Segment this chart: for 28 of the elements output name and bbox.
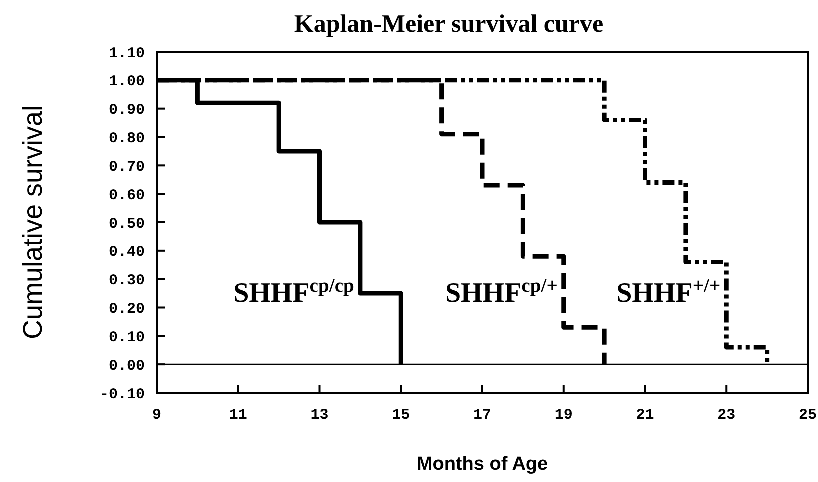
x-tick-label: 15 (392, 407, 410, 424)
y-tick-label: 0.10 (108, 329, 145, 346)
x-tick-label: 25 (798, 407, 818, 424)
x-tick-label: 21 (636, 407, 654, 424)
x-axis-title: Months of Age (416, 454, 548, 475)
y-tick-label: -0.10 (100, 386, 145, 404)
y-tick-label: 1.00 (108, 74, 145, 91)
x-tick-label: 17 (473, 407, 492, 424)
series-label: SHHF$^{cp/+}$ (445, 276, 558, 310)
y-tick-label: 0.40 (108, 244, 145, 262)
x-tick-label: 13 (310, 407, 329, 424)
chart-title: Kaplan-Meier survival curve (294, 11, 604, 38)
y-tick-label: 0.20 (108, 301, 145, 318)
x-tick-label: 23 (718, 407, 736, 424)
y-tick-label: 1.10 (108, 45, 145, 62)
x-tick-label: 19 (554, 407, 573, 424)
y-tick-label: 0.60 (108, 187, 145, 204)
x-tick-label: 9 (152, 407, 162, 424)
y-tick-label: 0.00 (108, 358, 145, 375)
y-tick-label: 0.50 (108, 216, 145, 233)
y-axis-title: Cumulative survival (18, 105, 48, 340)
y-tick-label: 0.80 (108, 130, 145, 148)
y-tick-label: 0.90 (108, 102, 145, 120)
y-tick-label: 0.70 (108, 158, 145, 176)
series-label: SHHF$^{cp/cp}$ (234, 276, 355, 310)
x-tick-label: 11 (229, 407, 248, 424)
series-label: SHHF$^{+/+}$ (616, 276, 721, 310)
y-tick-label: 0.30 (108, 272, 145, 290)
